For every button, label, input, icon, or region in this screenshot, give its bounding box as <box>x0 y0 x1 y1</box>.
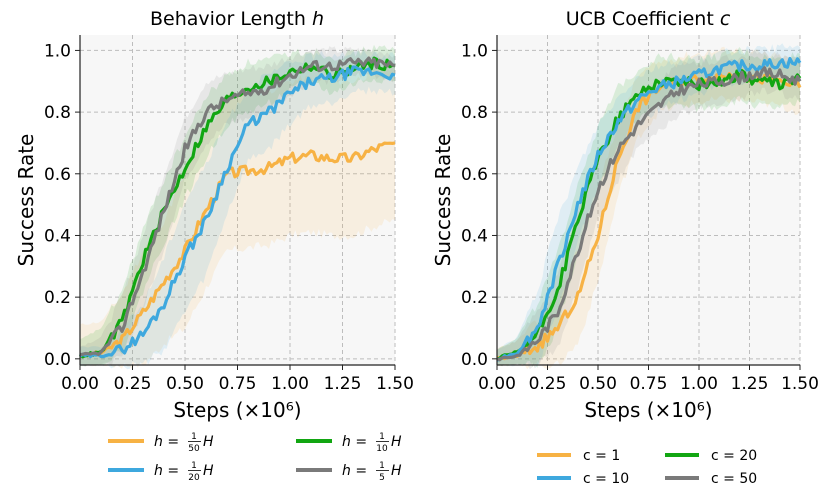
band-orange <box>497 46 800 370</box>
chart-title: UCB Coefficient c <box>566 8 731 30</box>
series-line-gray <box>79 56 396 357</box>
legend-label: c = 1 <box>583 448 620 464</box>
legend-var: H <box>391 463 402 479</box>
series-line-blue <box>79 65 396 359</box>
x-tick-label: 0.25 <box>529 374 567 394</box>
legend-label: h = <box>342 434 367 450</box>
y-tick-label: 0.0 <box>461 350 488 370</box>
x-tick-label: 1.25 <box>731 374 769 394</box>
x-axis-label: Steps (×10⁶) <box>584 398 712 422</box>
legend-var: H <box>203 463 214 479</box>
legend-frac-den: 10 <box>376 444 388 454</box>
legend-label: h = <box>342 463 367 479</box>
y-tick-label: 0.8 <box>44 103 71 123</box>
legend-frac-den: 20 <box>188 473 200 483</box>
x-tick-label: 0.25 <box>114 374 152 394</box>
series-line-orange <box>80 141 396 358</box>
y-axis-label: Success Rate <box>431 134 455 267</box>
legend-frac-num: 1 <box>379 432 385 442</box>
x-tick-label: 1.00 <box>680 374 718 394</box>
chart-panel-2: 0.00 0.25 0.50 0.75 1.00 1.25 1.50 0.0 0.2 0.4 0.6… <box>431 8 819 487</box>
legend: c = 1 c = 20 c = 10 c = 50 <box>537 448 757 487</box>
chart-title: Behavior Length h <box>150 8 324 30</box>
x-tick-label: 1.00 <box>271 374 309 394</box>
x-tick-label: 0.75 <box>630 374 668 394</box>
series-line-gray <box>496 66 802 362</box>
legend-label: c = 50 <box>711 471 757 487</box>
x-tick-label: 0.00 <box>61 374 99 394</box>
x-tick-label: 1.25 <box>324 374 362 394</box>
y-tick-label: 0.6 <box>44 165 71 185</box>
band-gray <box>497 50 800 370</box>
legend-frac-den: 50 <box>188 444 200 454</box>
x-tick-label: 0.00 <box>478 374 516 394</box>
legend-label: c = 10 <box>583 471 629 487</box>
x-tick-label: 1.50 <box>376 374 414 394</box>
legend-label: c = 20 <box>711 448 757 464</box>
y-tick-label: 1.0 <box>461 41 488 61</box>
y-tick-label: 0.2 <box>44 288 71 308</box>
legend-frac-num: 1 <box>191 432 197 442</box>
y-tick-label: 1.0 <box>44 41 71 61</box>
legend-var: H <box>391 434 402 450</box>
y-tick-label: 0.4 <box>461 226 488 246</box>
y-tick-label: 0.0 <box>44 350 71 370</box>
chart-panel-1: 0.00 0.25 0.50 0.75 1.00 1.25 1.50 0.0 0.2 0.4 0.6… <box>14 8 414 483</box>
x-tick-label: 0.50 <box>579 374 617 394</box>
series-line-blue <box>496 56 802 362</box>
legend-frac-den: 5 <box>379 473 385 483</box>
legend-frac-num: 1 <box>191 461 197 471</box>
legend-label: h = <box>154 463 179 479</box>
y-tick-label: 0.4 <box>44 226 71 246</box>
y-tick-label: 0.6 <box>461 165 488 185</box>
band-orange <box>80 63 395 370</box>
x-tick-label: 0.75 <box>219 374 257 394</box>
y-tick-label: 0.2 <box>461 288 488 308</box>
x-tick-label: 1.50 <box>781 374 819 394</box>
legend-frac-num: 1 <box>379 461 385 471</box>
x-axis-label: Steps (×10⁶) <box>173 398 301 422</box>
y-axis-label: Success Rate <box>14 134 38 267</box>
legend-label: h = <box>154 434 179 450</box>
legend-var: H <box>203 434 214 450</box>
x-tick-label: 0.50 <box>166 374 204 394</box>
y-tick-label: 0.8 <box>461 103 488 123</box>
